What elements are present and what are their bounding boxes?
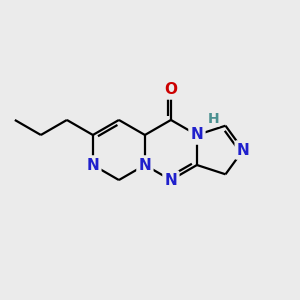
Text: H: H [207,112,219,126]
Text: N: N [164,172,177,188]
Text: N: N [237,142,250,158]
Text: N: N [139,158,151,172]
Text: N: N [190,128,203,142]
Text: N: N [86,158,99,172]
Text: O: O [164,82,177,98]
